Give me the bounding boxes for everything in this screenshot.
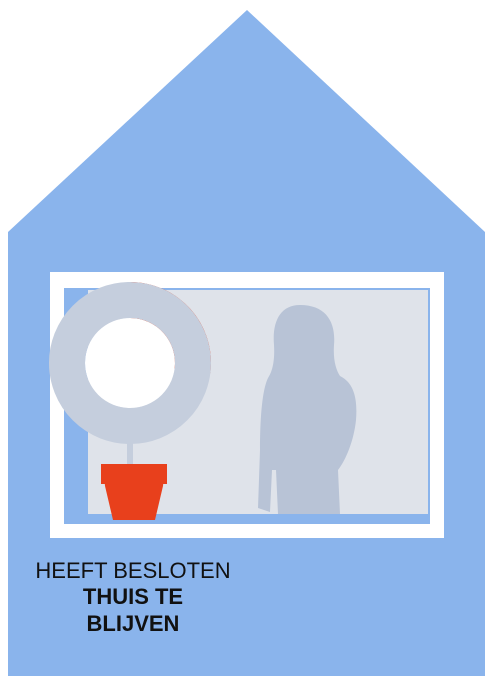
caption-line: THUIS TE [83, 584, 183, 609]
donut-hole [85, 318, 175, 408]
page: 27% HEEFT BESLOTEN THUIS TE BLIJVEN (() … [0, 0, 485, 676]
pot-rim [101, 464, 167, 484]
chart: 27% HEEFT BESLOTEN THUIS TE BLIJVEN [0, 0, 485, 676]
caption-line: BLIJVEN [87, 611, 180, 636]
caption-line: HEEFT BESLOTEN [35, 558, 230, 583]
